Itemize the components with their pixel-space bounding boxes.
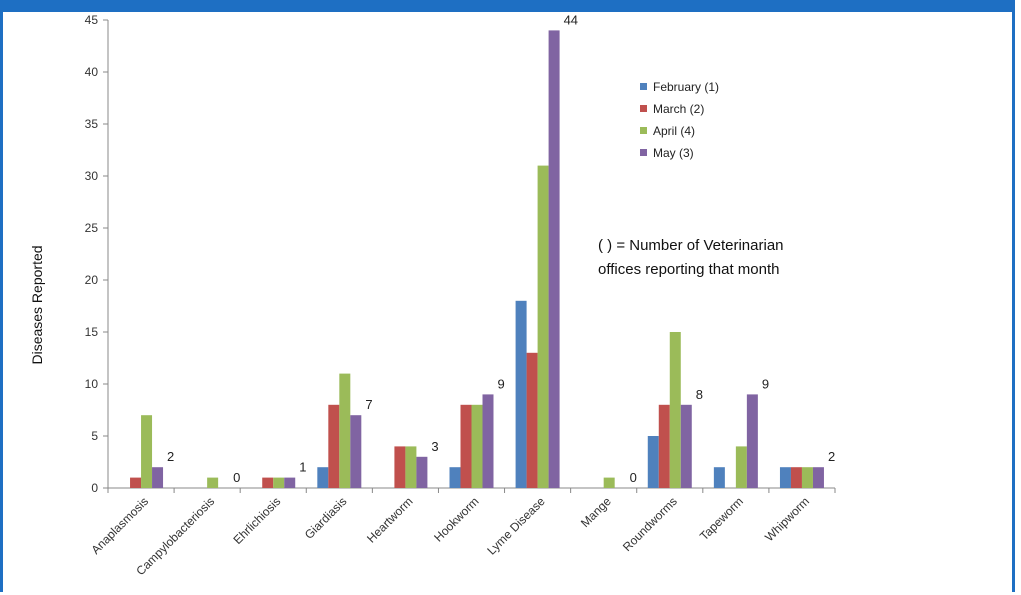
bar	[735, 446, 747, 488]
bar	[526, 352, 538, 488]
data-label: 3	[431, 439, 438, 454]
bar	[317, 467, 329, 488]
data-label: 2	[167, 449, 174, 464]
annotation-line-2: offices reporting that month	[598, 261, 780, 278]
x-tick-label: Roundworms	[620, 494, 680, 554]
annotation-note: ( ) = Number of Veterinarian offices rep…	[598, 237, 784, 278]
bar	[416, 456, 428, 488]
legend-swatch	[640, 149, 647, 156]
data-label: 9	[498, 376, 505, 391]
data-label: 8	[696, 387, 703, 402]
legend-swatch	[640, 127, 647, 134]
bar	[812, 467, 824, 488]
x-tick-label: Tapeworm	[697, 494, 746, 543]
y-tick-label: 5	[91, 429, 98, 443]
bar	[482, 394, 494, 488]
bar	[603, 477, 615, 488]
bar	[273, 477, 285, 488]
legend-label: April (4)	[653, 124, 695, 138]
y-tick-label: 40	[85, 65, 99, 79]
legend-swatch	[640, 105, 647, 112]
x-tick-label: Hookworm	[431, 494, 481, 544]
bar	[790, 467, 802, 488]
bars	[130, 30, 824, 489]
bar	[460, 404, 472, 488]
data-label: 7	[365, 397, 372, 412]
y-tick-label: 0	[91, 481, 98, 495]
bar	[801, 467, 813, 488]
y-tick-label: 35	[85, 117, 99, 131]
bar	[130, 477, 142, 488]
y-tick-label: 25	[85, 221, 99, 235]
x-tick-label: Ehrlichiosis	[231, 494, 284, 547]
bar	[658, 404, 670, 488]
data-label: 0	[630, 470, 637, 485]
legend-label: February (1)	[653, 80, 719, 94]
bar	[207, 477, 219, 488]
x-tick-label: Heartworm	[364, 494, 415, 545]
x-tick-label: Giardiasis	[302, 494, 350, 542]
bar	[779, 467, 791, 488]
y-axis-label: Diseases Reported	[29, 245, 45, 364]
y-tick-label: 15	[85, 325, 99, 339]
y-tick-label: 20	[85, 273, 99, 287]
annotation-line-1: ( ) = Number of Veterinarian	[598, 237, 784, 254]
bar	[537, 165, 549, 488]
data-label: 2	[828, 449, 835, 464]
data-labels: 2 0 1 7 3 9 44 0 8 9 2	[167, 12, 835, 485]
bar	[515, 300, 527, 488]
x-tick-label: Whipworm	[762, 494, 812, 544]
bar	[141, 415, 153, 488]
legend-swatch	[640, 83, 647, 90]
bar	[449, 467, 461, 488]
data-label: 1	[299, 460, 306, 475]
y-tick-label: 10	[85, 377, 99, 391]
x-tick-label: Mange	[578, 494, 614, 530]
legend-label: March (2)	[653, 102, 704, 116]
data-label: 9	[762, 376, 769, 391]
y-tick-label: 30	[85, 169, 99, 183]
bar	[471, 404, 483, 488]
bar	[669, 332, 681, 488]
bar	[394, 446, 406, 488]
bar	[262, 477, 274, 488]
legend-label: May (3)	[653, 146, 694, 160]
bar	[647, 436, 659, 488]
x-tick-label: Lyme Disease	[484, 494, 548, 558]
bar	[339, 373, 351, 488]
data-label: 44	[564, 12, 578, 27]
bar	[713, 467, 725, 488]
bar	[680, 404, 692, 488]
bar	[350, 415, 362, 488]
bar	[284, 477, 296, 488]
bar	[746, 394, 758, 488]
bar	[152, 467, 164, 488]
x-tick-label: Anaplasmosis	[88, 494, 151, 557]
bar	[405, 446, 417, 488]
bar	[548, 30, 560, 489]
bar	[328, 404, 340, 488]
legend: February (1) March (2) April (4) May (3)	[640, 80, 719, 160]
y-tick-label: 45	[85, 13, 99, 27]
data-label: 0	[233, 470, 240, 485]
